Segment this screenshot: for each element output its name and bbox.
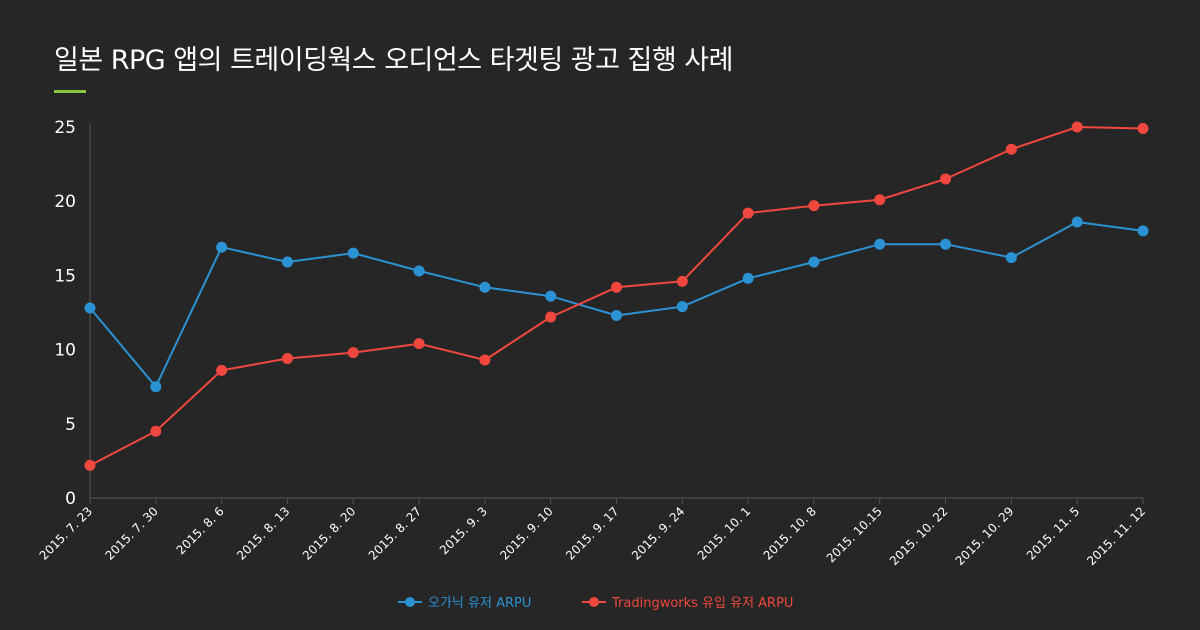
x-tick-label: 2015. 10. 29 (953, 504, 1017, 568)
legend-marker-1 (589, 597, 599, 607)
legend-marker-0 (405, 597, 415, 607)
data-point-1 (281, 353, 293, 365)
data-point-1 (413, 338, 425, 350)
x-axis-ticks: 2015. 7. 23 2015. 7. 30 2015. 8. 6 2015. 8.… (37, 498, 1148, 568)
data-point-1 (808, 200, 820, 212)
series-line-0 (89, 221, 1144, 388)
y-tick-label: 15 (54, 266, 76, 286)
x-tick-label: 2015. 10. 8 (761, 504, 819, 562)
data-point-1 (676, 275, 688, 287)
x-tick-label: 2015. 8. 20 (300, 504, 358, 562)
data-point-1 (479, 354, 491, 366)
data-point-0 (413, 265, 425, 277)
x-tick-label: 2015. 11. 5 (1024, 504, 1082, 562)
y-tick-label: 10 (54, 341, 76, 361)
data-point-0 (676, 301, 688, 313)
data-point-0 (940, 238, 952, 250)
x-tick-label: 2015. 8. 27 (366, 504, 424, 562)
x-tick-label: 2015. 10. 1 (695, 504, 753, 562)
data-point-0 (84, 302, 96, 314)
x-tick-label: 2015. 11. 12 (1084, 504, 1148, 568)
series-lines (89, 126, 1144, 467)
title-accent-bar (54, 90, 86, 93)
y-tick-label: 0 (65, 489, 76, 509)
x-tick-label: 2015. 9. 3 (437, 504, 490, 557)
data-point-1 (940, 173, 952, 185)
data-point-1 (1071, 121, 1083, 133)
data-point-0 (545, 290, 557, 302)
data-point-0 (1005, 252, 1017, 264)
data-point-1 (1137, 122, 1149, 134)
data-point-0 (281, 256, 293, 268)
data-point-0 (808, 256, 820, 268)
series-line-1 (89, 126, 1144, 467)
data-point-0 (874, 238, 886, 250)
x-tick-label: 2015. 7. 23 (37, 504, 95, 562)
data-point-0 (216, 241, 228, 253)
legend-label-0: 오가닉 유저 ARPU (428, 596, 531, 611)
data-point-1 (216, 364, 228, 376)
data-point-0 (1071, 216, 1083, 228)
y-tick-label: 20 (54, 192, 76, 212)
data-point-0 (479, 281, 491, 293)
data-point-1 (611, 281, 622, 293)
page-title: 일본 RPG 앱의 트레이딩웍스 오디언스 타겟팅 광고 집행 사례 (54, 45, 733, 76)
data-point-0 (1137, 225, 1149, 237)
y-tick-label: 5 (65, 415, 76, 435)
x-tick-label: 2015. 10. 22 (887, 504, 951, 568)
data-point-0 (347, 247, 359, 259)
data-point-1 (150, 425, 162, 437)
data-point-0 (742, 272, 754, 284)
data-point-0 (150, 381, 162, 393)
data-point-1 (545, 311, 557, 323)
x-tick-label: 2015. 9. 17 (563, 504, 621, 562)
legend-label-1: Tradingworks 유입 유저 ARPU (611, 596, 793, 611)
x-tick-label: 2015. 9. 24 (629, 504, 687, 562)
series-points (84, 121, 1149, 471)
data-point-1 (742, 207, 754, 219)
data-point-1 (347, 347, 359, 359)
x-tick-label: 2015. 8. 13 (234, 504, 292, 562)
x-tick-label: 2015. 10.15 (824, 504, 885, 565)
x-tick-label: 2015. 9. 10 (497, 504, 555, 562)
y-axis-ticks: 0 5 10 15 20 25 (54, 118, 76, 509)
y-tick-label: 25 (54, 118, 76, 138)
data-point-0 (611, 309, 622, 321)
x-tick-label: 2015. 7. 30 (102, 504, 160, 562)
data-point-1 (84, 459, 96, 471)
x-tick-label: 2015. 8. 6 (174, 504, 227, 557)
data-point-1 (874, 194, 886, 206)
data-point-1 (1005, 143, 1017, 155)
chart-legend: 오가닉 유저 ARPU Tradingworks 유입 유저 ARPU (398, 596, 793, 611)
